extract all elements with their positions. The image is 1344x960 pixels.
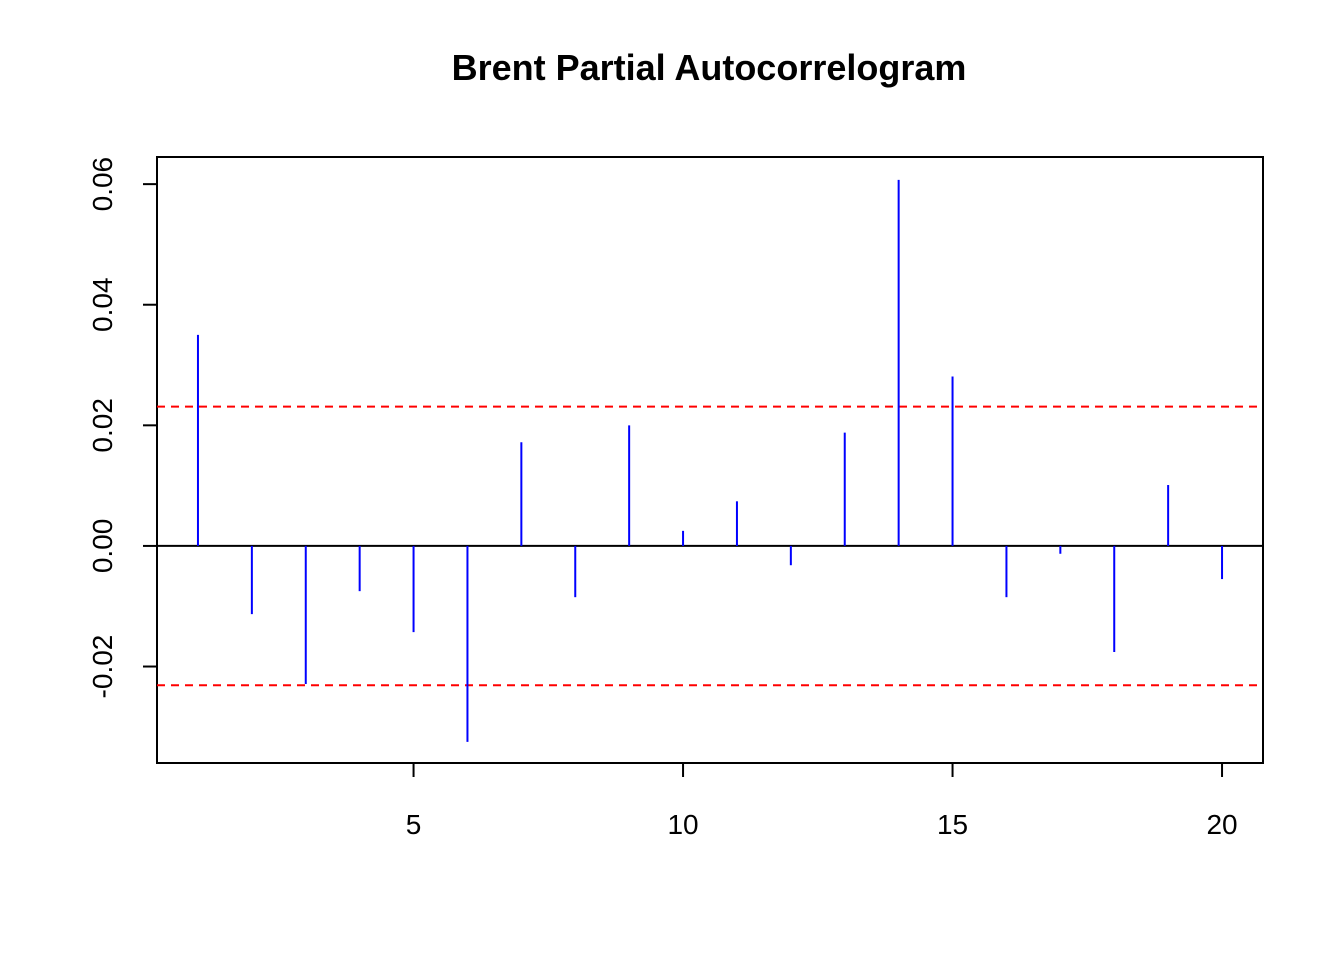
plot-frame: [156, 156, 1264, 764]
y-tick-label: 0.02: [87, 398, 118, 453]
y-tick-label: 0.06: [87, 157, 118, 212]
pacf-bars: [196, 179, 1224, 742]
y-axis: -0.02 0.00 0.02 0.04 0.06: [87, 157, 157, 699]
y-tick-label: -0.02: [87, 635, 118, 699]
x-tick-label: 10: [667, 809, 698, 840]
x-tick-label: 20: [1206, 809, 1237, 840]
y-tick-label: 0.04: [87, 277, 118, 332]
x-axis: 5 10 15 20: [406, 763, 1238, 840]
confidence-bounds: [157, 405, 1263, 687]
x-tick-label: 5: [406, 809, 422, 840]
chart-title: Brent Partial Autocorrelogram: [452, 47, 967, 88]
x-tick-label: 15: [937, 809, 968, 840]
y-tick-label: 0.00: [87, 519, 118, 574]
